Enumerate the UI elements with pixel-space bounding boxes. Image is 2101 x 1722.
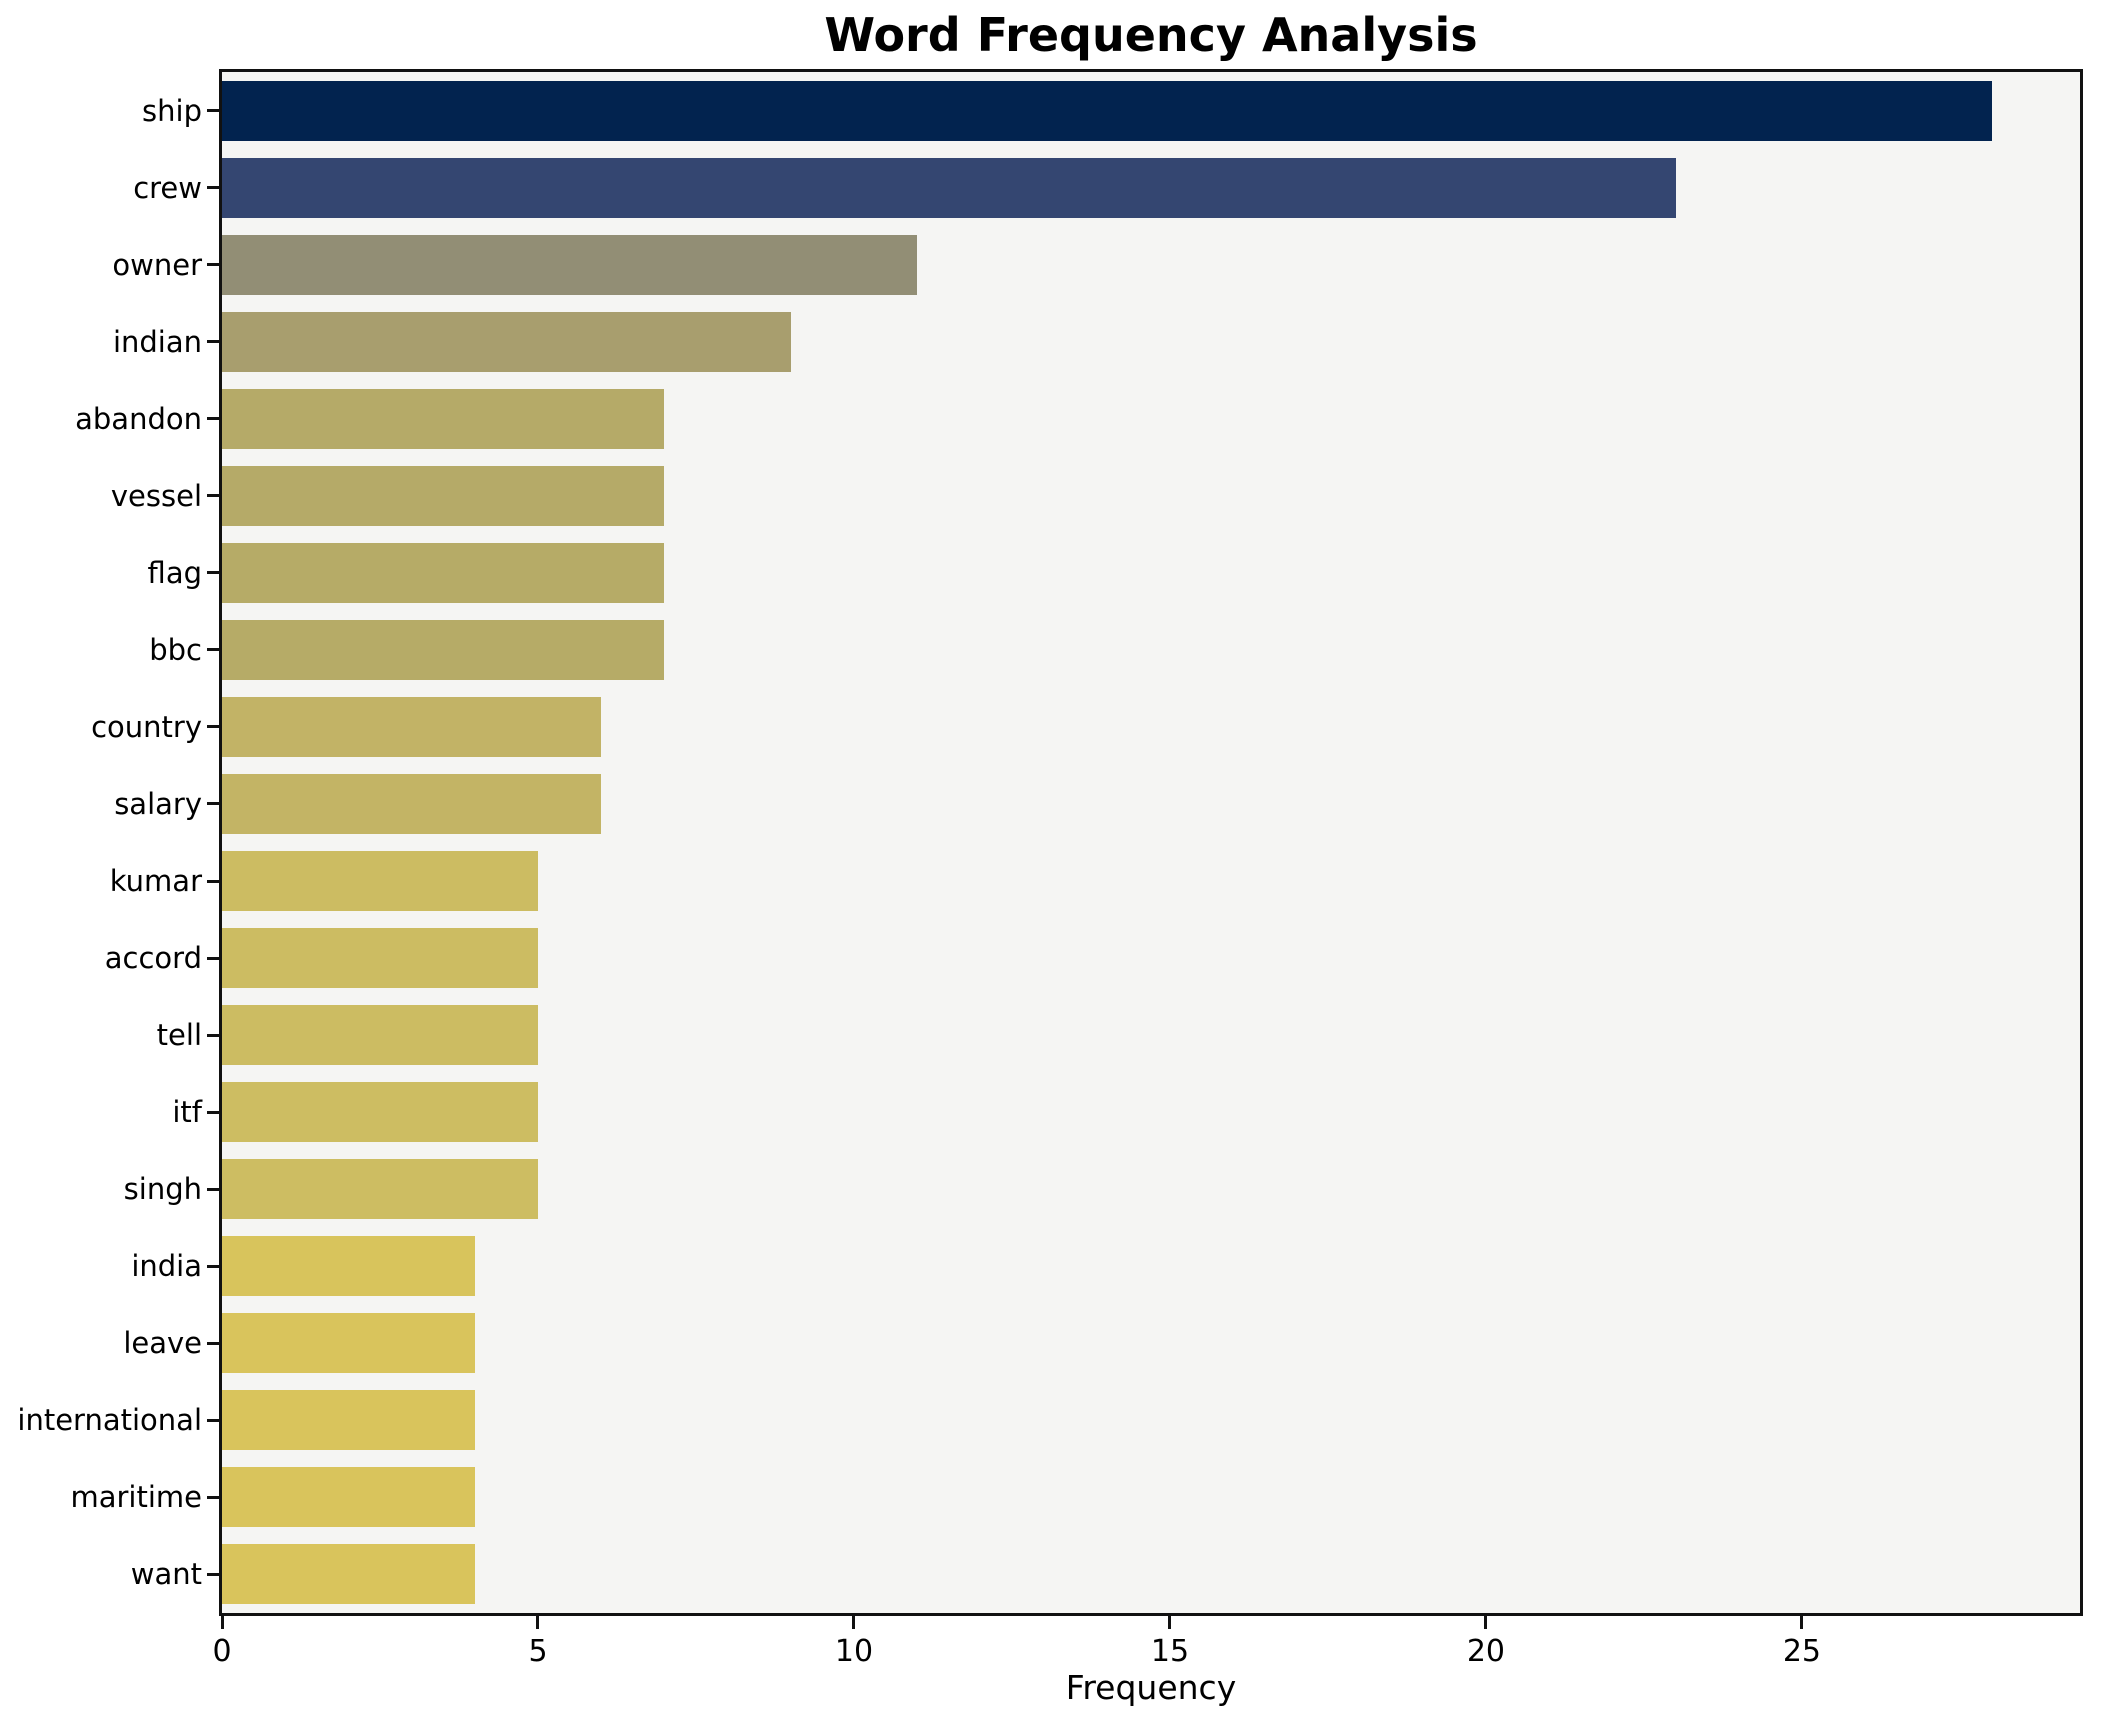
chart-title: Word Frequency Analysis [824, 8, 1478, 62]
bar-india [222, 1236, 475, 1297]
y-tick-mark [207, 648, 219, 652]
bar-want [222, 1544, 475, 1605]
y-tick-mark [207, 109, 219, 113]
y-tick-label-ship: ship [142, 93, 202, 128]
y-tick-label-salary: salary [114, 786, 202, 821]
y-tick-mark [207, 1187, 219, 1191]
y-tick-label-kumar: kumar [109, 864, 202, 899]
y-tick-label-tell: tell [156, 1018, 202, 1053]
bar-vessel [222, 465, 665, 526]
y-tick-label-flag: flag [147, 555, 202, 590]
y-tick-mark [207, 340, 219, 344]
x-tick-mark [1800, 1616, 1804, 1629]
bar-crew [222, 157, 1676, 218]
x-tick-mark [852, 1616, 856, 1629]
y-tick-label-country: country [91, 709, 202, 744]
y-tick-label-itf: itf [172, 1095, 202, 1130]
y-tick-label-bbc: bbc [149, 632, 202, 667]
x-tick-mark [220, 1616, 224, 1629]
y-tick-mark [207, 494, 219, 498]
bar-maritime [222, 1467, 475, 1528]
bar-accord [222, 928, 538, 989]
y-tick-label-crew: crew [133, 170, 202, 205]
bar-leave [222, 1313, 475, 1374]
x-tick-label-15: 15 [1150, 1634, 1190, 1669]
bar-flag [222, 542, 665, 603]
y-tick-mark [207, 1495, 219, 1499]
x-tick-mark [1168, 1616, 1172, 1629]
x-tick-label-20: 20 [1466, 1634, 1506, 1669]
y-tick-label-accord: accord [104, 941, 202, 976]
bar-salary [222, 773, 602, 834]
y-tick-label-international: international [17, 1403, 202, 1438]
y-tick-mark [207, 1341, 219, 1345]
y-tick-mark [207, 1418, 219, 1422]
y-tick-mark [207, 1264, 219, 1268]
bar-ship [222, 80, 1992, 141]
y-tick-label-want: want [130, 1557, 202, 1592]
x-tick-label-0: 0 [212, 1634, 232, 1669]
y-tick-label-singh: singh [123, 1172, 202, 1207]
x-tick-mark [536, 1616, 540, 1629]
bar-indian [222, 311, 791, 372]
y-tick-mark [207, 725, 219, 729]
x-tick-label-5: 5 [528, 1634, 548, 1669]
bar-singh [222, 1159, 538, 1220]
bar-itf [222, 1082, 538, 1143]
bar-abandon [222, 388, 665, 449]
y-tick-label-vessel: vessel [110, 478, 202, 513]
plot-area [219, 69, 2083, 1616]
y-tick-mark [207, 879, 219, 883]
bar-international [222, 1390, 475, 1451]
y-tick-label-indian: indian [112, 324, 202, 359]
y-tick-mark [207, 417, 219, 421]
y-tick-label-owner: owner [112, 247, 202, 282]
bar-kumar [222, 851, 538, 912]
x-axis-title: Frequency [1065, 1668, 1237, 1707]
bar-bbc [222, 619, 665, 680]
bar-tell [222, 1005, 538, 1066]
y-tick-mark [207, 802, 219, 806]
y-tick-label-maritime: maritime [70, 1480, 202, 1515]
x-tick-mark [1484, 1616, 1488, 1629]
bar-owner [222, 234, 918, 295]
y-tick-label-india: india [131, 1249, 202, 1284]
y-tick-mark [207, 571, 219, 575]
y-tick-mark [207, 263, 219, 267]
x-tick-label-25: 25 [1782, 1634, 1822, 1669]
y-tick-label-leave: leave [123, 1326, 202, 1361]
y-tick-mark [207, 956, 219, 960]
y-tick-mark [207, 1110, 219, 1114]
bar-country [222, 696, 602, 757]
y-tick-mark [207, 186, 219, 190]
x-tick-label-10: 10 [834, 1634, 874, 1669]
y-tick-label-abandon: abandon [75, 401, 202, 436]
y-tick-mark [207, 1572, 219, 1576]
y-tick-mark [207, 1033, 219, 1037]
